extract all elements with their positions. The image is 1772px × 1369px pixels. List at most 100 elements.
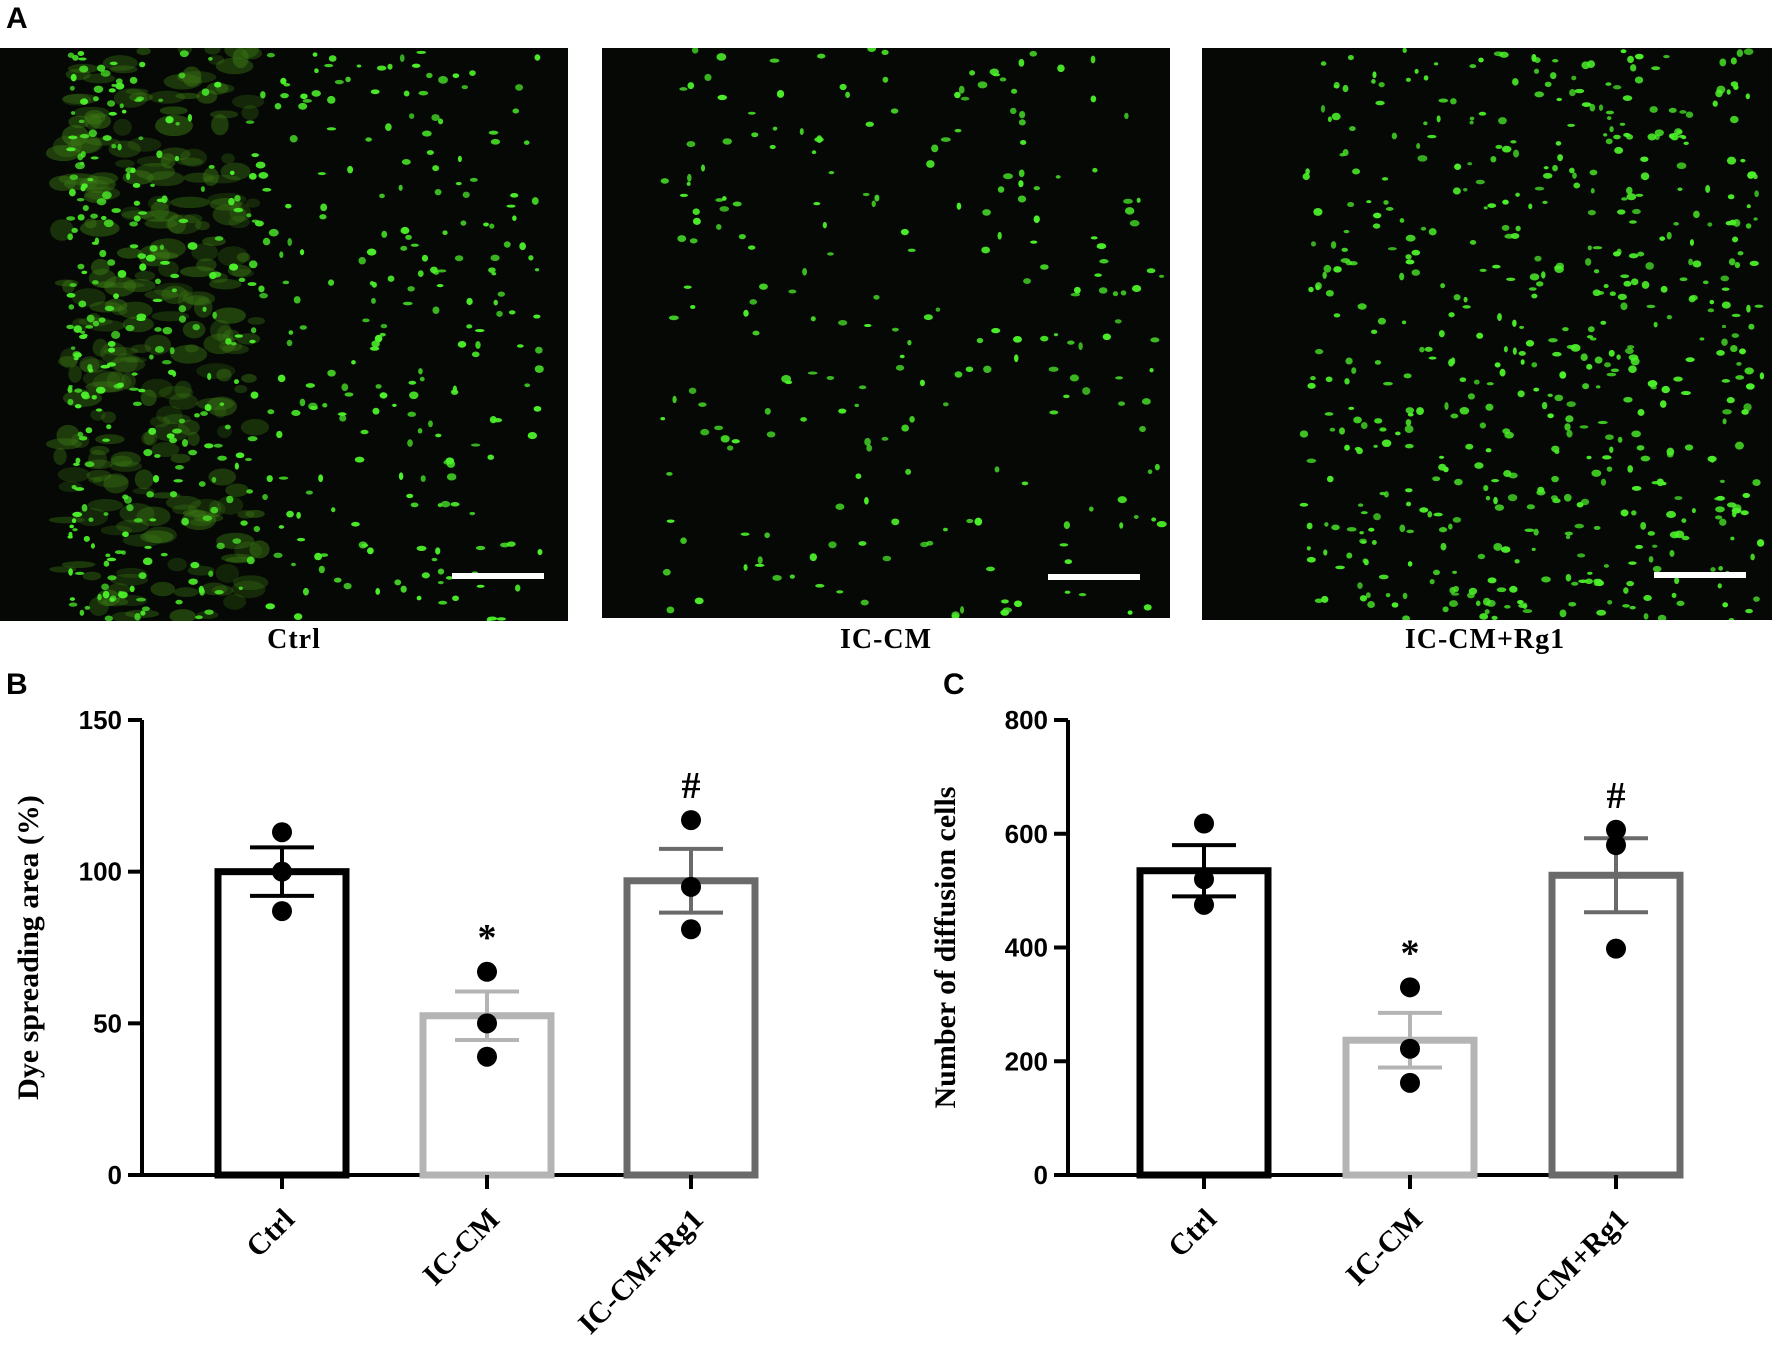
data-point	[681, 876, 701, 897]
dye-spot	[954, 371, 963, 378]
dye-spot	[1432, 476, 1441, 482]
dye-spot	[1640, 521, 1647, 530]
dye-spot	[387, 63, 393, 70]
dye-spot	[71, 227, 78, 233]
dye-spot	[369, 346, 380, 351]
dye-glow	[174, 380, 192, 398]
dye-spot	[1555, 141, 1562, 146]
dye-spot	[1674, 496, 1683, 501]
dye-spot	[1517, 390, 1525, 398]
dye-spot	[398, 184, 403, 191]
dye-spot	[1688, 258, 1693, 266]
bar	[1548, 871, 1684, 1179]
dye-spot	[1423, 121, 1428, 126]
dye-spot	[976, 337, 984, 344]
dye-spot	[1600, 320, 1607, 325]
dye-spot	[266, 52, 275, 58]
dye-spot	[1391, 602, 1399, 608]
dye-spot	[407, 286, 415, 292]
dye-spot	[258, 285, 265, 293]
dye-spot	[430, 266, 438, 274]
dye-spot	[1550, 72, 1557, 80]
dye-spot	[537, 548, 543, 556]
dye-spot	[1359, 538, 1367, 544]
dye-spot	[1559, 371, 1567, 379]
dye-spot	[1402, 48, 1407, 54]
dye-spot	[1433, 62, 1439, 66]
dye-spot	[802, 267, 808, 276]
dye-glow	[177, 157, 204, 166]
dye-spot	[1504, 604, 1511, 609]
dye-spot	[122, 494, 129, 500]
dye-spot	[73, 325, 83, 333]
dye-spot	[738, 234, 746, 240]
dye-spot	[1463, 188, 1468, 192]
dye-spot	[421, 572, 430, 579]
dye-spot	[531, 197, 539, 205]
y-tick-label: 800	[1005, 705, 1048, 735]
dye-spot	[1099, 259, 1109, 264]
dye-spot	[1679, 277, 1688, 282]
dye-spot	[403, 90, 410, 97]
dye-spot	[428, 420, 433, 428]
dye-spot	[1585, 258, 1592, 266]
dye-glow	[100, 342, 127, 365]
dye-spot	[891, 327, 899, 332]
dye-spot	[1587, 209, 1596, 216]
dye-spot	[1402, 615, 1410, 620]
dye-spot	[1626, 186, 1633, 195]
dye-spot	[690, 305, 696, 310]
dye-spot	[95, 408, 103, 412]
dye-spot	[1467, 162, 1473, 166]
dye-spot	[817, 53, 826, 59]
significance-marker: *	[1401, 932, 1420, 974]
dye-spot	[1459, 407, 1470, 415]
data-point	[1606, 938, 1626, 959]
dye-spot	[1517, 600, 1524, 605]
dye-spot	[722, 138, 733, 145]
panel-letter-c: C	[943, 668, 965, 701]
dye-spot	[1018, 58, 1025, 67]
dye-spot	[1580, 353, 1588, 362]
data-point	[1400, 1072, 1420, 1093]
dye-glow	[80, 358, 107, 374]
dye-spot	[1598, 104, 1604, 111]
dye-spot	[375, 384, 382, 389]
dye-glow	[209, 319, 232, 341]
dye-spot	[496, 310, 503, 317]
dye-spot	[487, 454, 495, 460]
dye-spot	[1419, 507, 1429, 513]
dye-glow	[88, 476, 103, 484]
dye-glow	[90, 409, 106, 421]
dye-spot	[1151, 517, 1157, 522]
dye-glow	[122, 170, 154, 185]
dye-spot	[1372, 212, 1382, 219]
dye-glow	[247, 317, 266, 325]
dye-glow	[141, 431, 155, 445]
dye-glow	[240, 419, 270, 436]
dye-spot	[1589, 103, 1596, 112]
dye-spot	[142, 557, 153, 566]
dye-spot	[274, 103, 282, 110]
dye-spot	[764, 532, 770, 539]
dye-spot	[354, 456, 365, 463]
dye-spot	[1625, 347, 1634, 355]
dye-spot	[524, 383, 531, 388]
dye-spot	[1064, 590, 1071, 594]
y-tick-label: 400	[1005, 933, 1048, 963]
dye-spot	[692, 217, 701, 225]
dye-spot	[73, 462, 80, 467]
dye-spot	[1310, 241, 1317, 247]
dye-spot	[926, 160, 935, 168]
dye-spot	[102, 135, 112, 141]
dye-spot	[1623, 280, 1632, 287]
dye-spot	[194, 615, 203, 620]
dye-spot	[1493, 542, 1503, 551]
dye-spot	[751, 132, 759, 138]
dye-spot	[1659, 236, 1666, 241]
dye-spot	[1616, 354, 1621, 360]
dye-glow	[232, 575, 269, 591]
dye-spot	[1557, 154, 1563, 162]
dye-spot	[960, 606, 965, 614]
dye-spot	[326, 127, 337, 131]
